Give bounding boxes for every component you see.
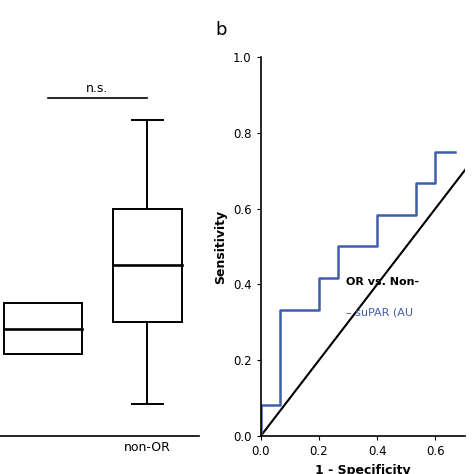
Y-axis label: Sensitivity: Sensitivity [215, 210, 228, 283]
Bar [112, 209, 182, 322]
X-axis label: 1 - Specificity: 1 - Specificity [315, 464, 410, 474]
Text: – suPAR (AU: – suPAR (AU [346, 307, 413, 317]
Bar [4, 303, 82, 354]
Text: b: b [216, 21, 227, 39]
Text: OR vs. Non-: OR vs. Non- [346, 277, 419, 287]
Text: n.s.: n.s. [86, 82, 109, 95]
